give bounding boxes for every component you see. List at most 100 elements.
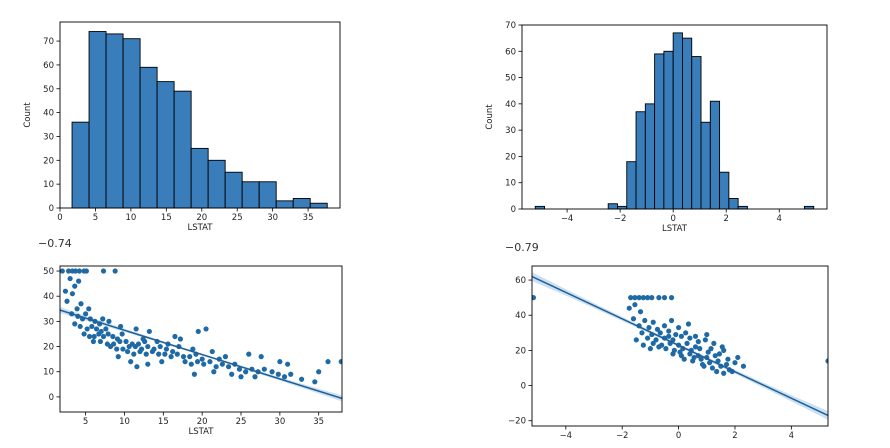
scatter-point	[126, 343, 132, 350]
scatter-point	[338, 359, 342, 365]
scatter-point	[229, 371, 235, 377]
x-tick-label: 0	[676, 431, 681, 441]
scatter-point	[222, 354, 229, 360]
scatter-lstat-regression: 5 10 15 20 25 30 35 0 10 20 30 40 50 LSTAT	[43, 265, 343, 437]
scatter-point	[277, 359, 283, 365]
x-tick-label: 5	[93, 213, 98, 223]
scatter-point	[134, 364, 140, 370]
x-tick-label: 2	[732, 431, 737, 441]
y-tick-label: 0	[521, 382, 526, 392]
histogram-bar	[644, 103, 656, 210]
scatter-point	[532, 295, 537, 301]
scatter-point	[275, 371, 281, 377]
scatter-point	[72, 268, 79, 274]
correlation-value-right: −0.79	[505, 241, 539, 254]
scatter-point	[107, 343, 114, 350]
scatter-point	[84, 326, 90, 332]
scatter-point	[191, 371, 197, 377]
scatter-point	[261, 366, 267, 372]
scatter-point	[685, 321, 692, 327]
histogram-bar	[71, 121, 90, 209]
scatter-point	[96, 331, 102, 337]
scatter-point	[632, 295, 638, 301]
scatter-point	[630, 316, 637, 322]
scatter-point	[133, 326, 139, 332]
scatter-point	[177, 336, 184, 342]
scatter-point	[735, 354, 741, 361]
scatter-point	[707, 360, 713, 366]
axes-frame	[531, 265, 829, 427]
scatter-point	[174, 351, 180, 357]
scatter-point	[656, 295, 662, 301]
scatter-point	[673, 331, 679, 338]
scatter-point	[72, 283, 78, 289]
y-tick-label: 30	[505, 126, 516, 136]
y-tick-label: 30	[43, 132, 54, 142]
scatter-point	[78, 301, 84, 307]
scatter-point	[644, 295, 651, 301]
histogram-bar	[122, 38, 141, 209]
scatter-point	[190, 346, 196, 352]
scatter-point	[86, 333, 93, 340]
scatter-point	[114, 346, 120, 352]
scatter-point	[103, 326, 109, 332]
y-tick-label: 70	[505, 21, 516, 31]
y-tick-label: 40	[43, 109, 54, 119]
scatter-point	[281, 374, 288, 380]
scatter-point	[698, 356, 704, 362]
y-tick-label: 40	[43, 292, 54, 302]
x-tick-label: 5	[83, 417, 88, 427]
scatter-point	[681, 356, 687, 362]
axes-frame	[59, 21, 341, 209]
x-tick-label: 0	[670, 214, 675, 224]
scatter-point	[157, 343, 163, 350]
scatter-point	[187, 354, 193, 360]
scatter-point	[140, 336, 146, 342]
x-tick-label: 35	[313, 417, 324, 427]
scatter-point	[117, 323, 124, 330]
histogram-bar	[709, 100, 721, 210]
scatter-point	[721, 347, 727, 353]
axes-frame	[59, 265, 343, 413]
scatter-point	[666, 328, 672, 334]
x-tick-label: 30	[274, 417, 285, 427]
x-tick-label: 4	[789, 431, 794, 441]
scatter-point	[699, 361, 706, 368]
scatter-point	[112, 268, 118, 274]
scatter-point	[65, 268, 72, 274]
scatter-point	[211, 369, 217, 375]
scatter-point	[203, 326, 209, 332]
x-tick-label: 15	[158, 417, 169, 427]
x-tick-label: 20	[197, 417, 208, 427]
y-tick-label: 60	[515, 276, 526, 286]
scatter-point	[119, 331, 125, 337]
histogram-bar	[292, 198, 311, 209]
scatter-point	[93, 326, 100, 332]
x-axis-label: LSTAT	[188, 427, 214, 437]
scatter-point	[74, 306, 80, 312]
scatter-point	[170, 348, 176, 355]
scatter-point	[225, 364, 232, 370]
x-tick-label: 10	[119, 417, 130, 427]
scatter-point	[702, 337, 708, 343]
scatter-point	[100, 333, 107, 340]
scatter-point	[650, 319, 656, 325]
scatter-point	[633, 337, 639, 343]
scatter-point	[325, 359, 331, 365]
x-axis-label: LSTAT	[187, 223, 213, 233]
scatter-point	[723, 361, 730, 368]
histogram-bar	[88, 31, 107, 209]
scatter-point	[666, 333, 672, 339]
scatter-point	[677, 349, 683, 355]
scatter-point	[725, 356, 731, 362]
x-tick-label: −4	[560, 431, 573, 441]
scatter-point	[668, 295, 675, 301]
x-tick-label: 10	[125, 213, 136, 223]
scatter-point	[692, 333, 699, 339]
scatter-point	[76, 278, 82, 284]
scatter-point	[692, 344, 699, 350]
scatter-point	[740, 363, 747, 369]
histogram-bar	[691, 56, 702, 210]
